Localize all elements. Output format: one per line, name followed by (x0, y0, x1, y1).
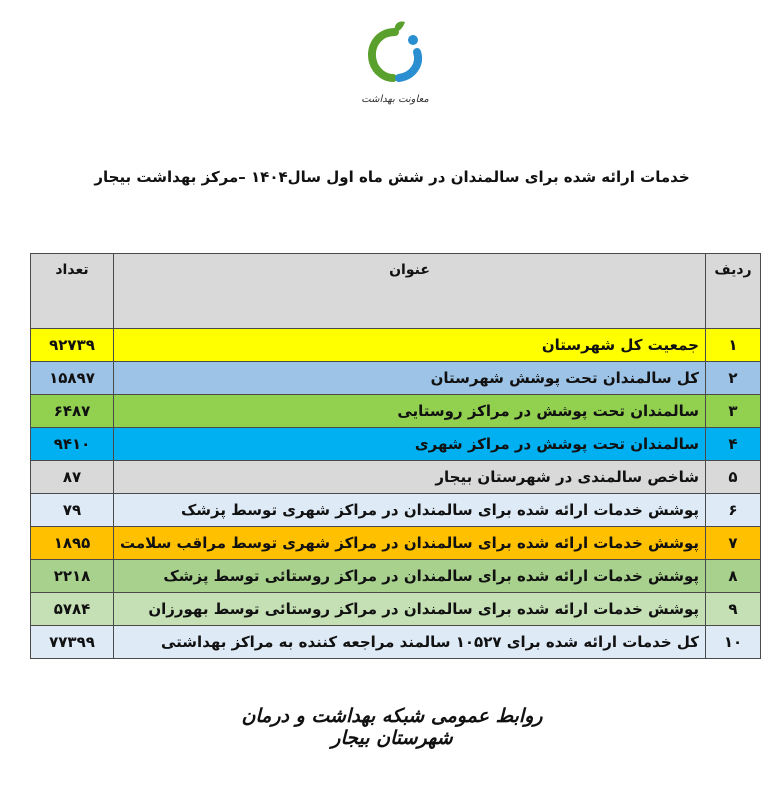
row-index: ۲ (705, 361, 761, 395)
row-count: ۲۲۱۸ (30, 559, 114, 593)
row-index: ۶ (705, 493, 761, 527)
health-deputy-logo-icon (368, 21, 422, 82)
row-index: ۷ (705, 526, 761, 560)
row-index: ۳ (705, 394, 761, 428)
row-index: ۸ (705, 559, 761, 593)
row-count: ۵۷۸۴ (30, 592, 114, 626)
logo-text: معاونت بهداشت (361, 94, 429, 105)
row-title: جمعیت کل شهرستان (113, 328, 706, 362)
header-title: عنوان (113, 253, 706, 329)
row-count: ۶۴۸۷ (30, 394, 114, 428)
row-index: ۴ (705, 427, 761, 461)
table-row: ۷ پوشش خدمات ارائه شده برای سالمندان در م… (30, 526, 761, 560)
logo: معاونت بهداشت (355, 20, 435, 115)
table-row: ۳ سالمندان تحت پوشش در مراکز روستایی ۶۴۸۷ (30, 394, 761, 428)
row-title: پوشش خدمات ارائه شده برای سالمندان در مر… (113, 592, 706, 626)
row-index: ۱ (705, 328, 761, 362)
row-count: ۷۷۳۹۹ (30, 625, 114, 659)
row-title: کل سالمندان تحت پوشش شهرستان (113, 361, 706, 395)
header-count: تعداد (30, 253, 114, 329)
row-index: ۱۰ (705, 625, 761, 659)
row-title: کل خدمات ارائه شده برای ۱۰۵۲۷ سالمند مرا… (113, 625, 706, 659)
row-count: ۱۸۹۵ (30, 526, 114, 560)
row-index: ۹ (705, 592, 761, 626)
table-row: ۴ سالمندان تحت پوشش در مراکز شهری ۹۴۱۰ (30, 427, 761, 461)
row-title: سالمندان تحت پوشش در مراکز شهری (113, 427, 706, 461)
row-title: پوشش خدمات ارائه شده برای سالمندان در مر… (113, 559, 706, 593)
services-table: ردیف عنوان تعداد ۱ جمعیت کل شهرستان ۹۲۷۳۹ ۲… (30, 253, 761, 659)
table-row: ۵ شاخص سالمندی در شهرستان بیجار ۸۷ (30, 460, 761, 494)
row-count: ۱۵۸۹۷ (30, 361, 114, 395)
row-title: سالمندان تحت پوشش در مراکز روستایی (113, 394, 706, 428)
table-row: ۲ کل سالمندان تحت پوشش شهرستان ۱۵۸۹۷ (30, 361, 761, 395)
footer-signature: روابط عمومی شبکه بهداشت و درمان شهرستان … (241, 705, 543, 749)
row-title: پوشش خدمات ارائه شده برای سالمندان در مر… (113, 493, 706, 527)
row-index: ۵ (705, 460, 761, 494)
table-row: ۶ پوشش خدمات ارائه شده برای سالمندان در م… (30, 493, 761, 527)
table-row: ۹ پوشش خدمات ارائه شده برای سالمندان در م… (30, 592, 761, 626)
row-title: شاخص سالمندی در شهرستان بیجار (113, 460, 706, 494)
table-row: ۸ پوشش خدمات ارائه شده برای سالمندان در م… (30, 559, 761, 593)
table-row: ۱۰ کل خدمات ارائه شده برای ۱۰۵۲۷ سالمند م… (30, 625, 761, 659)
row-count: ۸۷ (30, 460, 114, 494)
row-title: پوشش خدمات ارائه شده برای سالمندان در مر… (113, 526, 706, 560)
table-row: ۱ جمعیت کل شهرستان ۹۲۷۳۹ (30, 328, 761, 362)
header-index: ردیف (705, 253, 761, 329)
row-count: ۹۲۷۳۹ (30, 328, 114, 362)
row-count: ۹۴۱۰ (30, 427, 114, 461)
row-count: ۷۹ (30, 493, 114, 527)
table-header-row: ردیف عنوان تعداد (30, 253, 761, 329)
page-title: خدمات ارائه شده برای سالمندان در شش ماه … (94, 168, 690, 186)
